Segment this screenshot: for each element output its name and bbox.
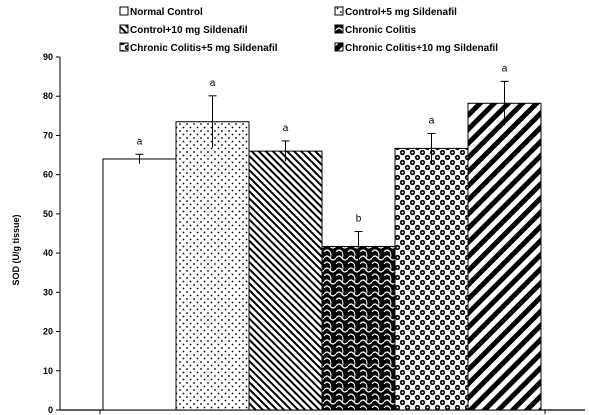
y-tick-label: 80	[43, 91, 53, 101]
y-axis: 0 10 20 30 40 50 60 70 80 90	[43, 52, 61, 415]
legend-label-6: Chronic Colitis+10 mg Sildenafil	[345, 43, 498, 54]
legend-swatch-3	[119, 24, 129, 34]
y-tick-label: 0	[48, 405, 53, 415]
y-tick-label: 40	[43, 248, 53, 258]
legend-swatch-2	[334, 6, 344, 16]
significance-label-2: a	[210, 78, 216, 89]
legend-label-4: Chronic Colitis	[345, 25, 417, 36]
legend-swatch-5	[119, 42, 129, 52]
bar-series	[102, 102, 542, 411]
y-axis-title: SOD (U/g tissue)	[11, 214, 21, 285]
legend-swatch-1	[119, 6, 129, 16]
legend-swatch-6	[334, 42, 344, 52]
chart-legend: Normal Control Control+5 mg Sildenafil Con…	[119, 6, 498, 54]
legend-label-2: Control+5 mg Sildenafil	[345, 7, 457, 18]
y-tick-label: 20	[43, 327, 53, 337]
bar-4	[321, 245, 396, 411]
bar-2	[175, 121, 250, 411]
significance-label-5: a	[429, 115, 435, 126]
bar-1	[102, 158, 177, 411]
significance-labels: a a a b a a	[137, 63, 508, 224]
bar-5	[394, 147, 469, 411]
error-bars	[135, 80, 509, 262]
bar-6	[467, 102, 542, 411]
y-tick-label: 90	[43, 52, 53, 62]
y-tick-label: 60	[43, 170, 53, 180]
significance-label-6: a	[502, 63, 508, 74]
legend-label-3: Control+10 mg Sildenafil	[130, 25, 248, 36]
significance-label-4: b	[356, 214, 362, 225]
legend-label-1: Normal Control	[130, 7, 203, 18]
legend-swatch-4	[334, 24, 344, 34]
bar-3	[248, 150, 323, 411]
y-tick-label: 70	[43, 130, 53, 140]
x-axis	[60, 409, 585, 414]
significance-label-3: a	[283, 123, 289, 134]
legend-label-5: Chronic Colitis+5 mg Sildenafil	[130, 43, 278, 54]
y-tick-label: 10	[43, 366, 53, 376]
significance-label-1: a	[137, 136, 143, 147]
y-tick-label: 50	[43, 209, 53, 219]
y-tick-label: 30	[43, 287, 53, 297]
